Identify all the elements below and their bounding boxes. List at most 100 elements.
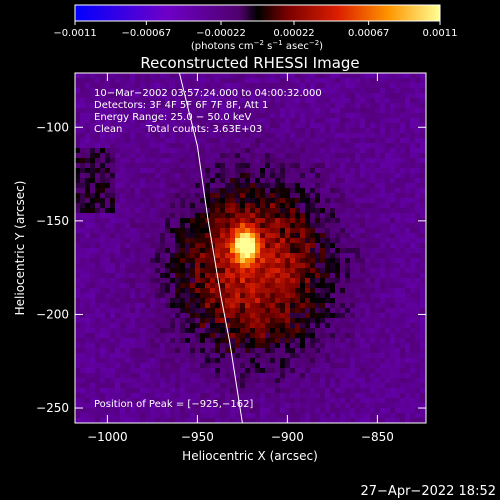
heatmap-cell [270, 308, 276, 314]
heatmap-cell [295, 388, 301, 394]
heatmap-cell [320, 148, 326, 154]
heatmap-cell [275, 393, 281, 399]
heatmap-cell [270, 173, 276, 179]
heatmap-cell [170, 243, 176, 249]
heatmap-cell [110, 148, 116, 154]
heatmap-cell [140, 78, 146, 84]
heatmap-cell [225, 113, 231, 119]
heatmap-cell [185, 353, 191, 359]
heatmap-cell [140, 198, 146, 204]
heatmap-cell [240, 138, 246, 144]
heatmap-cell [80, 178, 86, 184]
heatmap-cell [420, 268, 426, 274]
heatmap-cell [180, 203, 186, 209]
heatmap-cell [405, 168, 411, 174]
heatmap-cell [305, 223, 311, 229]
heatmap-cell [170, 158, 176, 164]
heatmap-cell [195, 158, 201, 164]
heatmap-cell [380, 143, 386, 149]
heatmap-cell [340, 358, 346, 364]
heatmap-cell [420, 308, 426, 314]
heatmap-cell [245, 333, 251, 339]
heatmap-cell [205, 188, 211, 194]
heatmap-cell [85, 338, 91, 344]
heatmap-cell [175, 313, 181, 319]
heatmap-cell [205, 338, 211, 344]
heatmap-cell [385, 328, 391, 334]
heatmap-cell [350, 268, 356, 274]
heatmap-cell [400, 393, 406, 399]
heatmap-cell [250, 318, 256, 324]
heatmap-cell [110, 363, 116, 369]
heatmap-cell [155, 273, 161, 279]
heatmap-cell [315, 98, 321, 104]
heatmap-cell [260, 178, 266, 184]
heatmap-cell [320, 238, 326, 244]
heatmap-cell [95, 293, 101, 299]
heatmap-cell [75, 253, 81, 259]
heatmap-cell [305, 338, 311, 344]
heatmap-cell [95, 118, 101, 124]
heatmap-cell [240, 193, 246, 199]
heatmap-cell [230, 198, 236, 204]
heatmap-cell [220, 273, 226, 279]
heatmap-cell [360, 283, 366, 289]
heatmap-cell [360, 203, 366, 209]
heatmap-cell [410, 363, 416, 369]
heatmap-cell [270, 158, 276, 164]
heatmap-cell [375, 143, 381, 149]
heatmap-cell [200, 73, 206, 79]
heatmap-cell [330, 198, 336, 204]
heatmap-cell [245, 128, 251, 134]
heatmap-cell [95, 358, 101, 364]
heatmap-cell [140, 158, 146, 164]
heatmap-cell [345, 333, 351, 339]
heatmap-cell [405, 288, 411, 294]
heatmap-cell [155, 418, 161, 423]
heatmap-cell [385, 203, 391, 209]
heatmap-cell [350, 198, 356, 204]
heatmap-cell [320, 328, 326, 334]
heatmap-cell [175, 213, 181, 219]
heatmap-cell [335, 293, 341, 299]
heatmap-cell [265, 238, 271, 244]
heatmap-cell [75, 168, 81, 174]
heatmap-cell [205, 418, 211, 423]
heatmap-cell [165, 348, 171, 354]
heatmap-cell [225, 278, 231, 284]
heatmap-cell [235, 103, 241, 109]
heatmap-cell [200, 198, 206, 204]
heatmap-cell [260, 73, 266, 79]
heatmap-cell [160, 408, 166, 414]
heatmap-cell [245, 88, 251, 94]
heatmap-cell [355, 98, 361, 104]
heatmap-cell [310, 258, 316, 264]
heatmap-cell [225, 333, 231, 339]
heatmap-cell [390, 108, 396, 114]
heatmap-cell [185, 308, 191, 314]
heatmap-cell [135, 138, 141, 144]
heatmap-cell [85, 293, 91, 299]
heatmap-cell [200, 283, 206, 289]
heatmap-cell [345, 78, 351, 84]
heatmap-cell [180, 208, 186, 214]
heatmap-cell [305, 128, 311, 134]
heatmap-cell [80, 208, 86, 214]
heatmap-cell [245, 223, 251, 229]
heatmap-cell [140, 208, 146, 214]
heatmap-cell [370, 313, 376, 319]
heatmap-cell [75, 358, 81, 364]
heatmap-cell [245, 248, 251, 254]
heatmap-cell [160, 208, 166, 214]
heatmap-cell [275, 373, 281, 379]
heatmap-cell [130, 83, 136, 89]
heatmap-cell [400, 93, 406, 99]
heatmap-cell [105, 118, 111, 124]
heatmap-cell [400, 223, 406, 229]
heatmap-cell [190, 148, 196, 154]
heatmap-cell [400, 278, 406, 284]
heatmap-cell [135, 118, 141, 124]
heatmap-cell [345, 293, 351, 299]
heatmap-cell [280, 353, 286, 359]
heatmap-cell [300, 293, 306, 299]
